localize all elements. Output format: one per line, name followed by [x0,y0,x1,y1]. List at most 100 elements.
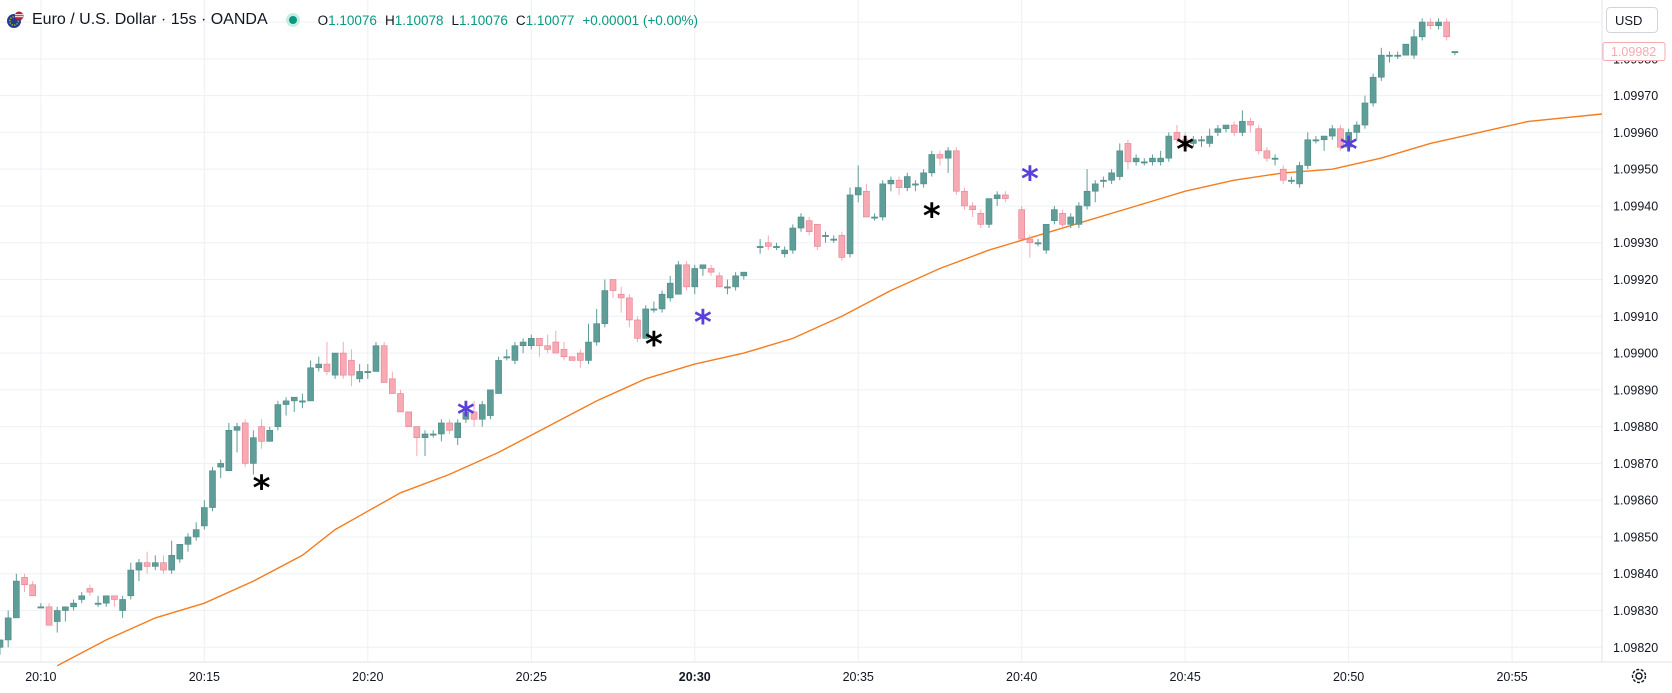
candle [879,180,887,221]
last-price-badge: 1.09982 [1602,41,1666,61]
candle-body [299,400,306,403]
candle-body [527,338,535,347]
candle [86,584,94,596]
candle-body [70,602,77,608]
candle [454,419,462,446]
candle [1369,73,1377,107]
candle-body [29,584,36,597]
candle [1051,205,1058,225]
candle-body [683,264,690,288]
candle-body [135,562,143,571]
candle [895,176,903,195]
candle [1410,29,1418,59]
candle-body [4,617,12,641]
candle-body [830,238,837,241]
candle [707,264,715,276]
candle [1026,235,1034,258]
candle-body [691,268,699,288]
candle [1116,143,1124,181]
candle [544,334,551,354]
candle [331,352,339,379]
candle-body [903,176,911,188]
candle [1345,128,1352,151]
candle-body [675,264,682,295]
price-tick-label: 1.09820 [1613,641,1658,655]
price-tick-label: 1.09920 [1613,273,1658,287]
candle-body [192,529,200,538]
price-tick-label: 1.09880 [1613,420,1658,434]
candle [307,360,314,402]
candle-body [487,389,494,416]
price-axis[interactable]: 1.09820 1.09830 1.09840 1.09850 1.09860 1.098… [1613,16,1658,655]
candle-body [127,569,135,597]
candle-body [797,216,805,229]
candle [446,419,453,434]
candle-body [1345,132,1352,148]
candle-body [1075,205,1083,225]
candle-body [45,606,53,626]
candle [1108,169,1115,184]
candle [1435,18,1442,30]
candle-body [258,426,265,442]
price-tick-label: 1.09850 [1613,530,1658,544]
candle-body [1296,165,1303,185]
symbol-title[interactable]: Euro / U.S. Dollar · 15s · OANDA [32,11,268,28]
candle-body [1042,224,1050,251]
candle [111,595,118,607]
candle-body [1410,36,1418,56]
candle [675,261,682,295]
candle-body [176,544,184,560]
candle [511,342,519,365]
candle [250,430,257,475]
candle-body [331,352,339,376]
candle [1427,18,1434,30]
currency-label: USD [1615,12,1643,28]
candle-body [151,562,159,567]
time-tick-label: 20:35 [843,670,874,684]
candle-body [462,411,470,420]
candle-body [1230,124,1238,133]
eurusd-flag-icon[interactable] [6,11,24,29]
candle-body [1051,209,1058,221]
candle [1247,117,1254,133]
candle-body [201,507,208,527]
candle-body [1394,54,1401,57]
candle [201,500,208,530]
candle-body [626,297,633,321]
candle [143,551,151,574]
candle [715,272,723,288]
candle [519,338,527,354]
candle [462,404,470,423]
candle-body [168,555,175,571]
time-tick-label: 20:20 [352,670,383,684]
time-axis[interactable]: 20:10 20:15 20:20 20:25 20:30 20:35 20:40 20:45… [25,670,1528,684]
candle-body [184,536,192,545]
price-tick-label: 1.09870 [1613,457,1658,471]
market-open-dot-icon [285,13,300,27]
candle [323,342,331,376]
candle-body [871,216,878,219]
time-tick-label: 20:40 [1006,670,1037,684]
candle-body [470,411,478,420]
candle [1042,224,1050,254]
low-value: L1.10076 [451,12,508,28]
candle [650,301,658,313]
candle [290,396,298,412]
candle [903,172,911,192]
candle [282,397,290,416]
candle [176,544,184,563]
candle [356,364,363,383]
candle [225,422,233,472]
candle-body [429,433,437,436]
candle-body [1353,124,1361,133]
time-tick-label: 20:10 [25,670,56,684]
candle-body [1181,139,1189,148]
candle-body [666,282,674,299]
candle-body [936,154,944,159]
candle-body [585,341,592,361]
candle-body [552,341,560,354]
candle [814,224,821,251]
currency-button[interactable]: USD [1606,7,1658,33]
gear-icon[interactable] [1628,665,1650,687]
